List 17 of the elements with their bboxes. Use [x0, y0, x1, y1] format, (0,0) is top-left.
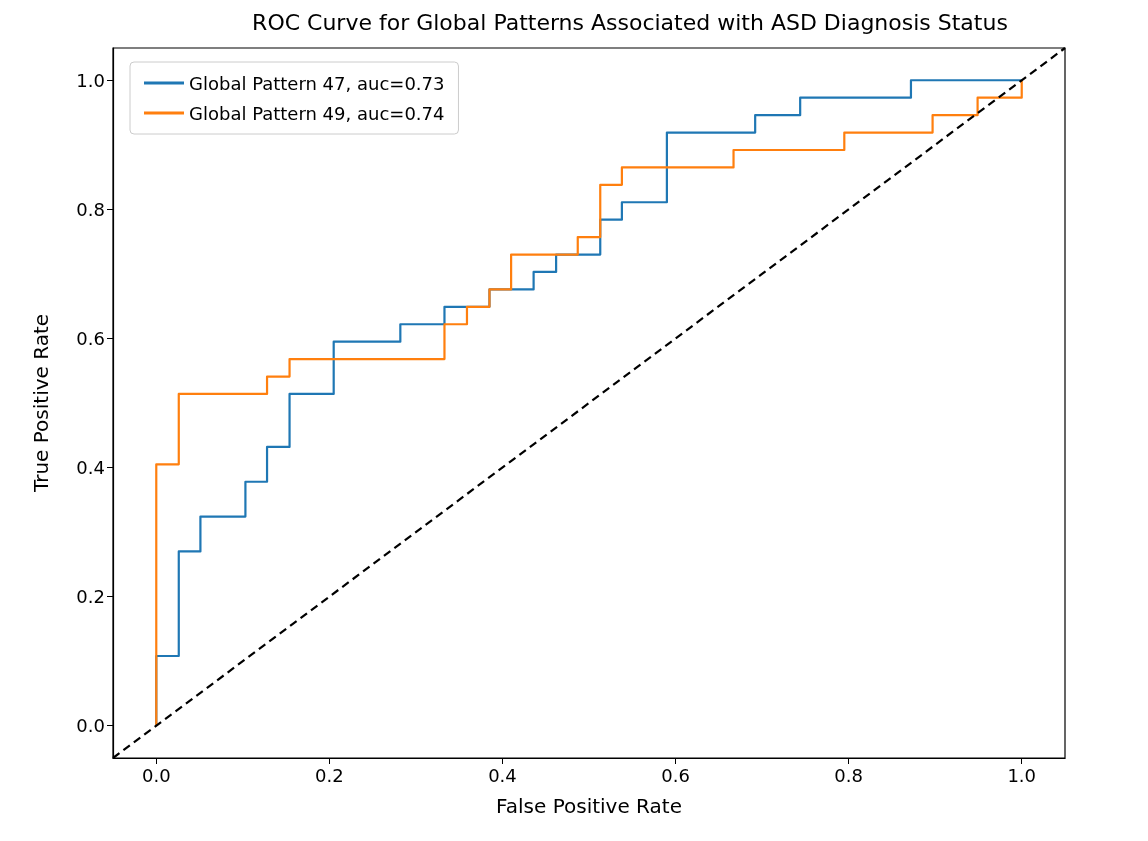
- x-tick-label: 0.2: [315, 764, 344, 786]
- x-tick-label: 0.0: [141, 764, 171, 786]
- x-tick-label: 0.4: [488, 764, 517, 786]
- y-tick-label: 0.8: [76, 198, 105, 220]
- y-tick-label: 0.2: [76, 586, 105, 608]
- x-tick-label: 1.0: [1007, 764, 1037, 786]
- y-tick-label: 0.6: [76, 327, 105, 349]
- chart-title: ROC Curve for Global Patterns Associated with ASD Diagnosis Status: [252, 9, 1008, 35]
- x-tick-label: 0.6: [661, 764, 690, 786]
- y-tick-label: 0.0: [76, 715, 105, 737]
- y-tick-label: 1.0: [76, 69, 105, 91]
- x-axis-title: False Positive Rate: [496, 794, 682, 818]
- legend-label: Global Pattern 47, auc=0.73: [189, 72, 445, 94]
- x-tick-label: 0.8: [834, 764, 863, 786]
- y-axis-title: True Positive Rate: [29, 313, 53, 494]
- y-tick-label: 0.4: [76, 457, 105, 479]
- legend-label: Global Pattern 49, auc=0.74: [189, 102, 445, 124]
